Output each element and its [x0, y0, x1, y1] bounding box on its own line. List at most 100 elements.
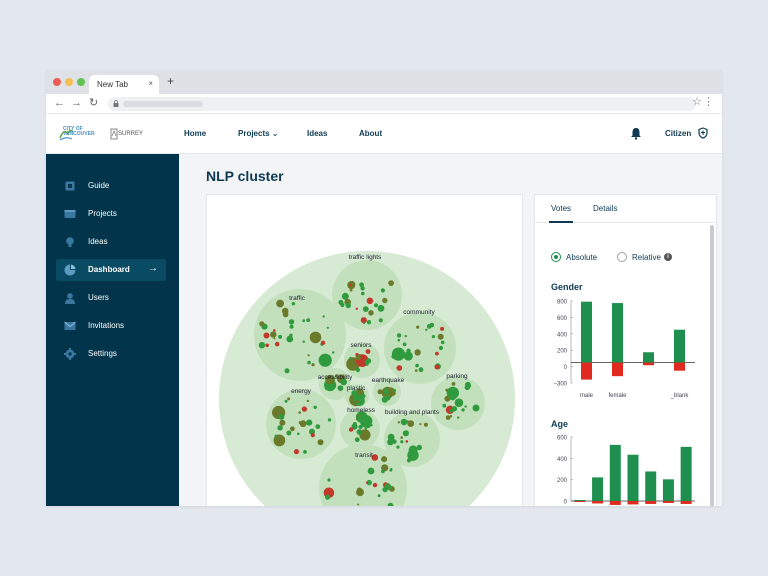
minimize-window-button[interactable]	[65, 78, 73, 86]
idea-bubble[interactable]	[388, 387, 395, 394]
idea-bubble[interactable]	[356, 487, 362, 493]
reload-icon[interactable]: ↻	[89, 97, 99, 109]
idea-bubble[interactable]	[412, 450, 416, 454]
idea-bubble[interactable]	[415, 363, 419, 368]
idea-bubble[interactable]	[408, 445, 418, 455]
idea-bubble[interactable]	[277, 425, 283, 431]
surrey-logo[interactable]	[110, 126, 150, 142]
bar-negative[interactable]	[609, 501, 621, 505]
idea-bubble[interactable]	[317, 439, 324, 446]
idea-bubble[interactable]	[332, 351, 335, 354]
idea-bubble[interactable]	[338, 299, 344, 305]
sidebar-item-users[interactable]: Users	[56, 287, 166, 309]
cluster-circle[interactable]	[332, 260, 402, 330]
idea-bubble[interactable]	[400, 418, 408, 426]
idea-bubble[interactable]	[278, 334, 283, 339]
idea-bubble[interactable]	[449, 393, 456, 401]
sidebar-item-invitations[interactable]: Invitations	[56, 315, 166, 337]
bar-positive[interactable]	[674, 329, 685, 363]
idea-bubble[interactable]	[388, 280, 394, 286]
radio-relative[interactable]	[617, 252, 627, 262]
idea-bubble[interactable]	[290, 426, 295, 432]
bar-positive[interactable]	[680, 446, 692, 501]
idea-bubble[interactable]	[352, 422, 357, 427]
idea-bubble[interactable]	[361, 291, 365, 296]
idea-bubble[interactable]	[326, 326, 329, 329]
idea-bubble[interactable]	[337, 385, 344, 391]
shield-icon[interactable]	[698, 127, 708, 139]
idea-bubble[interactable]	[274, 434, 278, 438]
idea-bubble[interactable]	[400, 436, 403, 439]
idea-bubble[interactable]	[349, 283, 352, 287]
idea-bubble[interactable]	[320, 340, 326, 345]
idea-bubble[interactable]	[416, 444, 422, 451]
idea-bubble[interactable]	[313, 405, 317, 409]
idea-bubble[interactable]	[461, 408, 465, 412]
idea-bubble[interactable]	[407, 420, 415, 427]
idea-bubble[interactable]	[440, 340, 445, 345]
sidebar-item-ideas[interactable]: Ideas	[56, 231, 166, 253]
maximize-window-button[interactable]	[77, 78, 85, 86]
idea-bubble[interactable]	[451, 382, 456, 386]
close-window-button[interactable]	[53, 78, 61, 86]
bar-negative[interactable]	[662, 501, 674, 503]
idea-bubble[interactable]	[284, 368, 290, 374]
idea-bubble[interactable]	[385, 389, 388, 393]
idea-bubble[interactable]	[311, 363, 315, 367]
idea-bubble[interactable]	[322, 315, 325, 318]
idea-bubble[interactable]	[274, 341, 280, 347]
idea-bubble[interactable]	[365, 349, 371, 354]
tab-votes[interactable]: Votes	[551, 204, 572, 213]
idea-bubble[interactable]	[359, 282, 364, 288]
idea-bubble[interactable]	[371, 454, 379, 461]
idea-bubble[interactable]	[298, 411, 301, 414]
idea-bubble[interactable]	[306, 419, 313, 426]
idea-bubble[interactable]	[355, 418, 359, 421]
idea-bubble[interactable]	[402, 342, 407, 347]
idea-bubble[interactable]	[449, 409, 453, 413]
idea-bubble[interactable]	[445, 388, 449, 392]
idea-bubble[interactable]	[287, 397, 291, 401]
idea-bubble[interactable]	[362, 306, 369, 312]
idea-bubble[interactable]	[307, 360, 311, 365]
idea-bubble[interactable]	[391, 354, 396, 359]
bar-positive[interactable]	[592, 477, 604, 501]
nav-home[interactable]: Home	[184, 129, 207, 138]
idea-bubble[interactable]	[402, 430, 409, 437]
idea-bubble[interactable]	[258, 342, 266, 349]
bar-negative[interactable]	[643, 362, 654, 366]
idea-bubble[interactable]	[397, 338, 401, 342]
idea-bubble[interactable]	[341, 292, 349, 300]
idea-bubble[interactable]	[426, 324, 432, 329]
idea-bubble[interactable]	[325, 374, 335, 385]
idea-bubble[interactable]	[414, 349, 421, 356]
idea-bubble[interactable]	[288, 319, 295, 325]
info-icon[interactable]: i	[664, 253, 672, 261]
bell-icon[interactable]	[630, 127, 642, 140]
idea-bubble[interactable]	[425, 328, 428, 331]
idea-bubble[interactable]	[259, 321, 265, 327]
idea-bubble[interactable]	[333, 377, 336, 380]
idea-bubble[interactable]	[335, 374, 339, 378]
idea-bubble[interactable]	[357, 414, 360, 417]
idea-bubble[interactable]	[472, 404, 480, 412]
idea-bubble[interactable]	[416, 325, 420, 329]
idea-bubble[interactable]	[349, 288, 353, 292]
bar-negative[interactable]	[592, 501, 604, 504]
idea-bubble[interactable]	[324, 384, 331, 391]
idea-bubble[interactable]	[449, 415, 453, 418]
idea-bubble[interactable]	[392, 388, 396, 393]
radio-absolute[interactable]	[551, 252, 561, 262]
idea-bubble[interactable]	[377, 304, 385, 312]
idea-bubble[interactable]	[378, 318, 383, 323]
idea-bubble[interactable]	[442, 403, 447, 408]
bar-positive[interactable]	[612, 303, 623, 363]
bookmark-star-icon[interactable]: ☆	[692, 96, 702, 108]
idea-bubble[interactable]	[381, 469, 385, 474]
idea-bubble[interactable]	[419, 423, 422, 426]
idea-bubble[interactable]	[366, 479, 372, 486]
idea-bubble[interactable]	[396, 333, 402, 338]
idea-bubble[interactable]	[382, 297, 388, 304]
idea-bubble[interactable]	[270, 331, 277, 338]
bar-positive[interactable]	[574, 500, 586, 501]
